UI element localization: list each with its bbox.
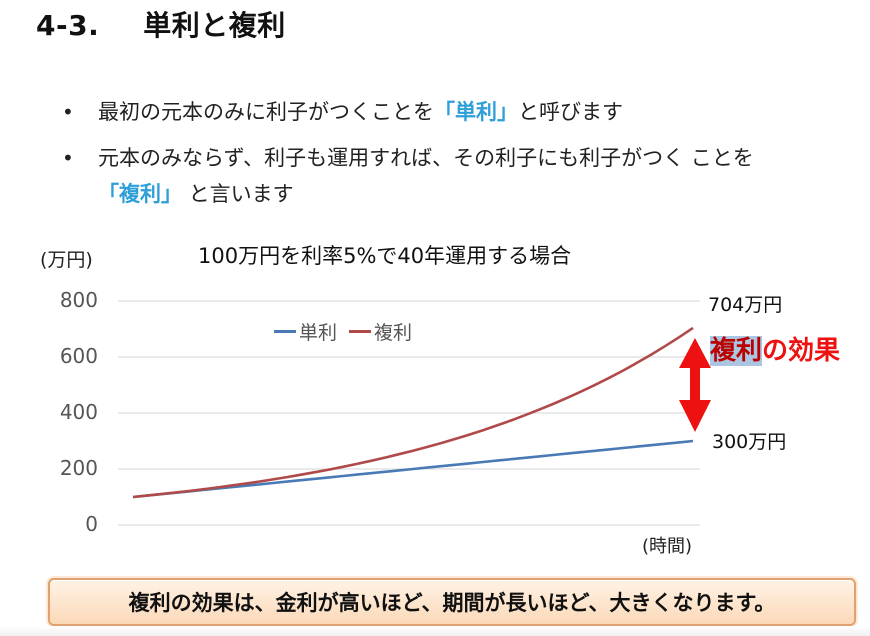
- legend-label: 単利: [299, 322, 338, 344]
- bullet-text: と呼びます: [518, 100, 623, 124]
- bullet-item-compound-interest: • 元本のみならず、利子も運用すれば、その利子にも利子がつく ことを 「複利」 と…: [62, 140, 862, 212]
- y-tick-600: 600: [59, 344, 98, 368]
- chart-title: 100万円を利率5%で40年運用する場合: [198, 244, 572, 268]
- legend-item-simple: 単利: [274, 318, 337, 345]
- end-value-compound: 704万円: [708, 294, 783, 316]
- legend-swatch-icon: [274, 330, 296, 333]
- y-tick-400: 400: [59, 400, 98, 424]
- effect-label-rest: の効果: [762, 336, 841, 366]
- y-tick-800: 800: [59, 288, 98, 312]
- bottom-strip: [0, 626, 870, 636]
- legend-swatch-icon: [349, 330, 372, 333]
- series-line-simple: [132, 439, 694, 499]
- end-value-simple: 300万円: [712, 431, 787, 453]
- y-tick-200: 200: [59, 456, 98, 480]
- effect-label-highlight: 複利: [710, 336, 763, 366]
- double-arrow-icon: [679, 338, 711, 432]
- bullet-text: と言います: [182, 182, 294, 206]
- highlight-term-compound: 「複利」: [98, 182, 182, 206]
- section-number: 4-3.: [36, 9, 100, 42]
- bullet-icon: •: [62, 100, 74, 124]
- compound-effect-annotation: 複利の効果: [710, 330, 840, 367]
- bullet-list: • 最初の元本のみに利子がつくことを「単利」と呼びます • 元本のみならず、利子…: [62, 94, 862, 212]
- summary-text: 複利の効果は、金利が高いほど、期間が長いほど、大きくなります。: [128, 591, 776, 615]
- y-axis-unit-label: (万円): [40, 249, 93, 271]
- bullet-text: 最初の元本のみに利子がつくことを: [98, 100, 434, 124]
- y-tick-0: 0: [85, 512, 98, 536]
- bullet-text: 元本のみならず、利子も運用すれば、その利子にも利子がつく ことを: [98, 146, 754, 170]
- legend-item-compound: 複利: [349, 318, 412, 345]
- summary-callout: 複利の効果は、金利が高いほど、期間が長いほど、大きくなります。: [48, 578, 856, 626]
- title-text: 単利と複利: [143, 9, 286, 42]
- series-line-compound: [132, 326, 694, 499]
- bullet-icon: •: [62, 146, 74, 170]
- bullet-item-simple-interest: • 最初の元本のみに利子がつくことを「単利」と呼びます: [62, 94, 862, 130]
- x-axis-label: (時間): [642, 536, 693, 557]
- chart-legend: 単利 複利: [274, 318, 412, 345]
- slide-title: 4-3. 単利と複利: [36, 4, 286, 44]
- highlight-term-simple: 「単利」: [434, 100, 518, 124]
- legend-label: 複利: [374, 322, 413, 344]
